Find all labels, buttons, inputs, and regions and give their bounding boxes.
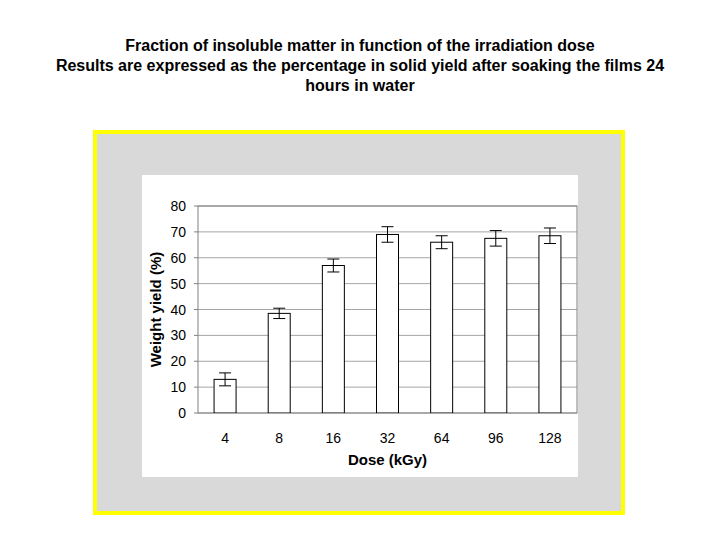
y-tick xyxy=(194,361,198,362)
error-cap xyxy=(327,259,339,260)
error-line xyxy=(333,259,334,272)
error-line xyxy=(387,227,388,243)
error-cap xyxy=(273,318,285,319)
error-line xyxy=(279,308,280,318)
error-bar xyxy=(273,308,285,318)
x-tick-label: 64 xyxy=(434,430,450,446)
x-axis-title: Dose (kGy) xyxy=(348,451,427,468)
y-tick xyxy=(194,387,198,388)
error-cap xyxy=(219,372,231,373)
error-line xyxy=(495,231,496,247)
error-bar xyxy=(219,373,231,386)
bar xyxy=(431,242,453,413)
error-line xyxy=(549,228,550,244)
x-tick-label: 16 xyxy=(326,430,342,446)
error-cap xyxy=(382,226,394,227)
error-cap xyxy=(327,271,339,272)
y-axis-title: Weight yield (%) xyxy=(147,252,164,368)
y-tick-label: 80 xyxy=(170,198,186,214)
chart-panel xyxy=(142,175,578,477)
error-cap xyxy=(490,230,502,231)
bar xyxy=(539,236,561,413)
error-bar xyxy=(327,259,339,272)
y-tick xyxy=(194,283,198,284)
y-tick-label: 10 xyxy=(170,379,186,395)
chart: 010203040506070804816326496128Dose (kGy)… xyxy=(0,0,720,540)
y-tick xyxy=(194,335,198,336)
y-tick-label: 70 xyxy=(170,224,186,240)
x-tick-label: 96 xyxy=(488,430,504,446)
error-cap xyxy=(436,248,448,249)
error-cap xyxy=(219,385,231,386)
y-tick-label: 60 xyxy=(170,250,186,266)
y-tick xyxy=(194,413,198,414)
error-cap xyxy=(490,246,502,247)
y-tick-label: 20 xyxy=(170,353,186,369)
bar xyxy=(268,313,290,413)
titles: Fraction of insoluble matter in function… xyxy=(20,36,700,96)
x-tick-label: 4 xyxy=(221,430,229,446)
error-cap xyxy=(273,308,285,309)
subtitle: Results are expressed as the percentage … xyxy=(40,56,680,96)
error-cap xyxy=(436,235,448,236)
bar xyxy=(485,238,507,413)
error-cap xyxy=(544,227,556,228)
y-tick xyxy=(194,257,198,258)
title: Fraction of insoluble matter in function… xyxy=(20,36,700,56)
error-bar xyxy=(382,227,394,243)
y-tick-label: 50 xyxy=(170,276,186,292)
y-tick-label: 0 xyxy=(178,405,186,421)
y-tick xyxy=(194,206,198,207)
error-bar xyxy=(436,236,448,249)
error-cap xyxy=(544,243,556,244)
x-tick-label: 32 xyxy=(380,430,396,446)
error-bar xyxy=(490,231,502,247)
y-tick-label: 40 xyxy=(170,302,186,318)
x-tick-label: 8 xyxy=(275,430,283,446)
bar xyxy=(377,234,399,413)
y-tick-label: 30 xyxy=(170,327,186,343)
y-tick xyxy=(194,231,198,232)
error-line xyxy=(441,236,442,249)
bar xyxy=(322,266,344,413)
bars xyxy=(214,227,561,413)
plot-frame xyxy=(198,206,577,413)
error-bar xyxy=(544,228,556,244)
y-tick xyxy=(194,309,198,310)
error-cap xyxy=(382,242,394,243)
x-tick-label: 128 xyxy=(538,430,562,446)
error-line xyxy=(225,373,226,386)
